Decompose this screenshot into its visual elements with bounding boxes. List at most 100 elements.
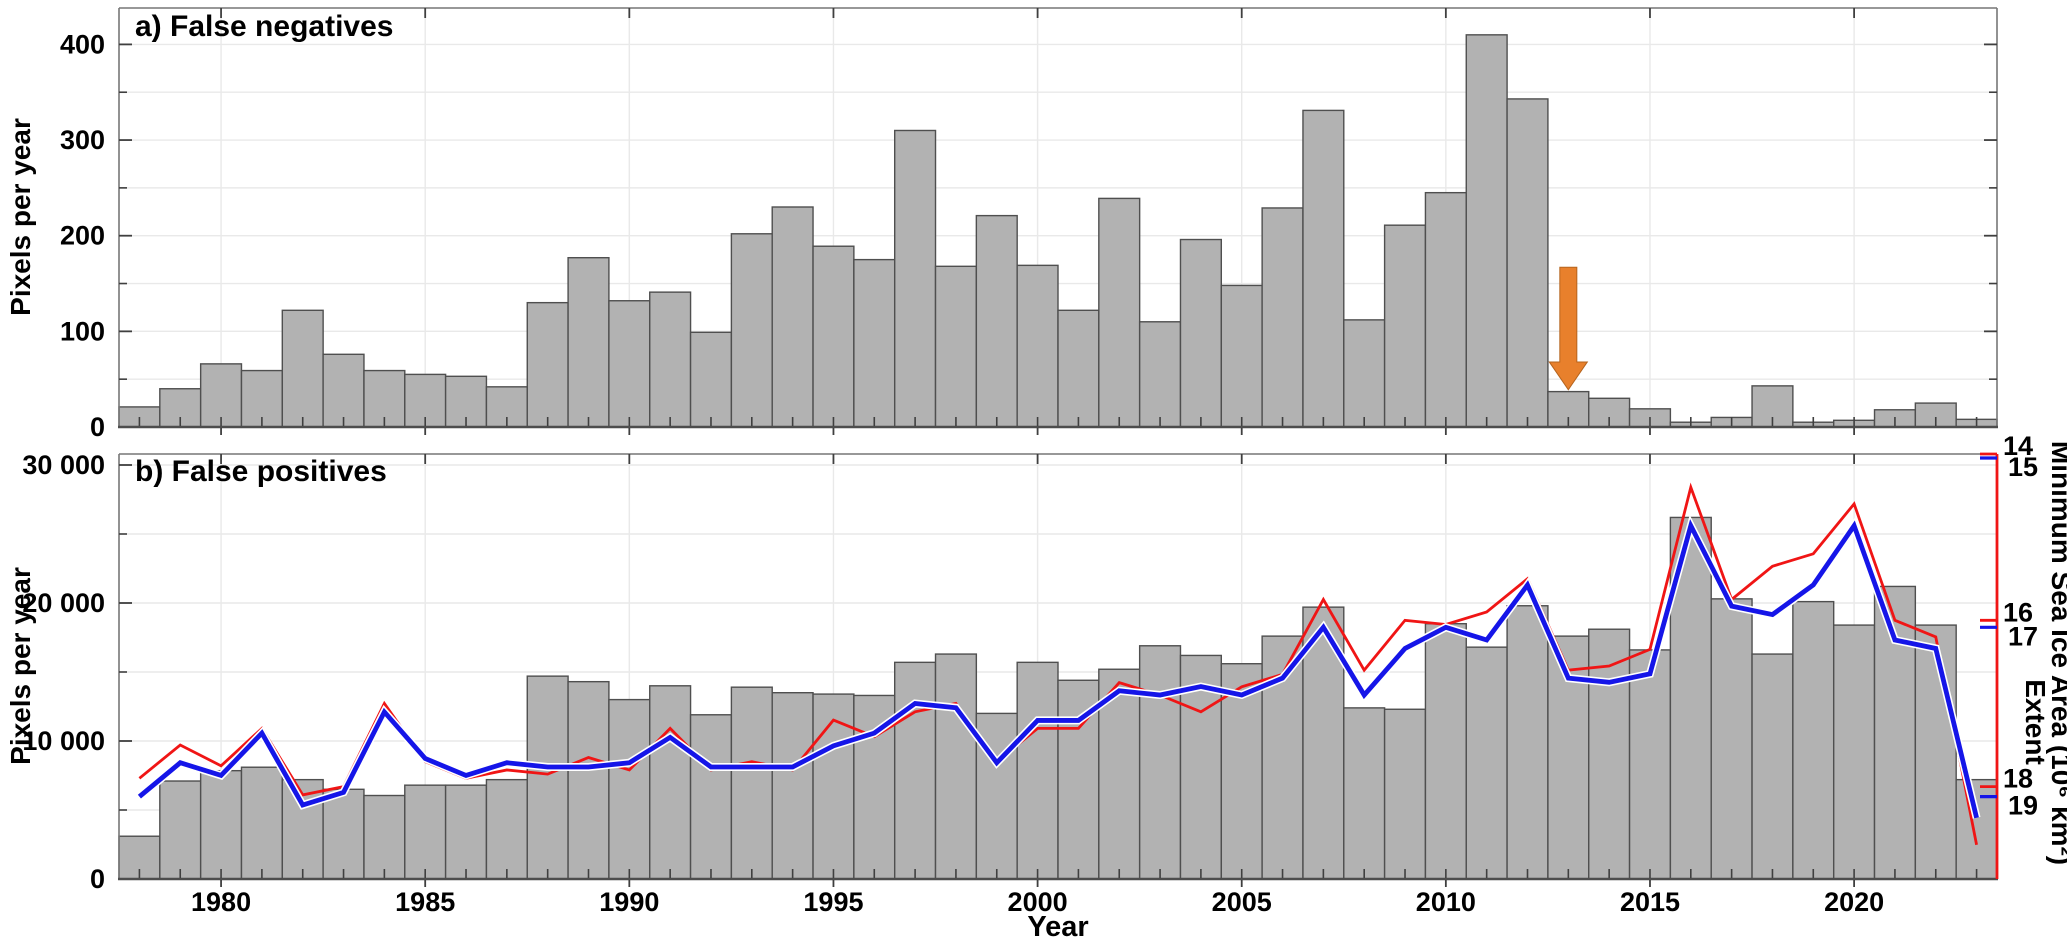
panel-b-ytick-label: 20 000 xyxy=(22,588,105,618)
bar-b-2014 xyxy=(1588,628,1631,880)
bar-b-1997 xyxy=(893,661,937,880)
extent-line xyxy=(137,519,1979,819)
bar-a-1989 xyxy=(567,256,610,428)
bar-b-2019 xyxy=(1792,600,1835,880)
bar-a-2003 xyxy=(1138,321,1182,428)
panel-a xyxy=(118,8,1998,428)
bar-b-1990 xyxy=(608,698,651,880)
bar-a-2007 xyxy=(1302,109,1345,428)
bar-b-1991 xyxy=(649,685,692,880)
bar-b-2005 xyxy=(1220,663,1263,880)
panel-a-ytick-label: 0 xyxy=(90,412,105,442)
bar-a-2009 xyxy=(1383,224,1427,428)
bar-a-2011 xyxy=(1465,34,1508,428)
bar-b-1993 xyxy=(730,686,773,880)
panel-a-ytick-label: 300 xyxy=(60,125,105,155)
panel-a-ytick-label: 100 xyxy=(60,316,105,346)
bar-b-2022 xyxy=(1914,624,1957,880)
bar-a-2008 xyxy=(1343,319,1386,428)
panel-a-title: a) False negatives xyxy=(135,10,393,43)
x-tick-label: 1995 xyxy=(803,887,863,917)
bar-b-2008 xyxy=(1343,707,1386,880)
bar-b-1984 xyxy=(363,794,406,880)
bar-a-1983 xyxy=(322,353,365,428)
bar-a-2004 xyxy=(1179,238,1223,428)
right-axis-area-tick-label: 18 xyxy=(2003,764,2033,794)
bar-a-1993 xyxy=(730,233,773,428)
x-tick-label: 2020 xyxy=(1824,887,1884,917)
bar-a-1988 xyxy=(526,301,569,428)
right-axis-extent-tick-label: 17 xyxy=(2008,621,2038,651)
bar-a-1992 xyxy=(689,331,733,428)
bar-b-1994 xyxy=(771,692,814,880)
bar-b-2023 xyxy=(1955,778,1998,880)
panel-a-text: 0 100 200 300 400 a) False negatives Pixels pe… xyxy=(5,10,393,442)
panel-a-ytick-label: 400 xyxy=(60,29,105,59)
x-tick-label: 2010 xyxy=(1416,887,1476,917)
right-axis-extent-tick-label: 19 xyxy=(2008,791,2038,821)
panel-b-text: 0 10 000 20 000 30 000 1980 1985 1990 1995 2000 2… xyxy=(5,431,2067,940)
panel-a-bars xyxy=(118,34,1998,428)
bar-b-1989 xyxy=(567,680,610,880)
panel-b-ytick-label: 10 000 xyxy=(22,726,105,756)
bar-b-1985 xyxy=(404,784,447,880)
bar-b-2010 xyxy=(1424,623,1467,880)
right-axis-extent-title: Extent xyxy=(2020,679,2051,765)
bar-a-1982 xyxy=(281,309,324,428)
x-tick-label: 1980 xyxy=(191,887,251,917)
bar-a-2006 xyxy=(1261,207,1304,428)
anomaly-arrow-2013 xyxy=(1548,266,1589,391)
panel-b-lines xyxy=(136,482,1981,846)
bar-a-2005 xyxy=(1220,284,1263,428)
bar-b-2015 xyxy=(1628,649,1672,880)
right-axis-extent-tick-label: 15 xyxy=(2008,452,2038,482)
panel-b-ylabel: Pixels per year xyxy=(5,567,36,765)
bar-b-2003 xyxy=(1138,645,1182,880)
right-axis-area-tick-label: 16 xyxy=(2003,597,2033,627)
panel-b-title: b) False positives xyxy=(135,455,387,488)
bar-a-1999 xyxy=(975,214,1018,428)
bar-a-1990 xyxy=(608,300,651,428)
bar-b-1980 xyxy=(199,769,243,880)
bar-a-1980 xyxy=(199,363,243,428)
x-tick-label: 1985 xyxy=(395,887,455,917)
bar-b-2018 xyxy=(1751,653,1794,880)
bar-b-2009 xyxy=(1383,708,1427,880)
x-axis-label: Year xyxy=(1027,911,1088,940)
x-tick-label: 2015 xyxy=(1620,887,1680,917)
bar-b-2000 xyxy=(1016,661,1059,880)
x-tick-label: 1990 xyxy=(599,887,659,917)
bar-a-2002 xyxy=(1098,197,1141,428)
bar-a-2012 xyxy=(1506,98,1549,428)
bar-b-1992 xyxy=(689,714,733,880)
bar-a-1997 xyxy=(893,129,937,428)
bar-a-1996 xyxy=(853,258,896,428)
bar-b-1987 xyxy=(485,778,528,880)
bar-a-1995 xyxy=(812,245,855,428)
bar-a-2001 xyxy=(1057,309,1100,428)
panel-a-axes xyxy=(118,7,1998,435)
right-axis-area-tick-label: 14 xyxy=(2003,431,2033,461)
bar-a-2000 xyxy=(1016,264,1059,428)
bar-b-1979 xyxy=(159,780,202,880)
panel-b-axes xyxy=(118,453,1998,887)
panel-b-ytick-label: 0 xyxy=(90,864,105,894)
bar-b-2017 xyxy=(1710,598,1753,880)
bar-b-2011 xyxy=(1465,646,1508,880)
bar-a-1994 xyxy=(771,206,814,428)
panel-a-ylabel: Pixels per year xyxy=(5,118,36,316)
bar-a-1998 xyxy=(934,265,978,428)
bar-b-1998 xyxy=(934,653,978,880)
panel-a-ytick-label: 200 xyxy=(60,221,105,251)
x-tick-label: 2005 xyxy=(1212,887,1272,917)
right-axis-area-title: Minimum Sea Ice Area (10⁶ km²) xyxy=(2046,441,2067,865)
bar-b-1983 xyxy=(322,788,365,880)
bar-b-2020 xyxy=(1832,624,1876,880)
bar-b-1981 xyxy=(240,766,284,880)
bar-b-1988 xyxy=(526,675,569,880)
bar-b-1986 xyxy=(444,784,488,880)
panel-b-ytick-label: 30 000 xyxy=(22,450,105,480)
panel-b xyxy=(118,454,1998,880)
